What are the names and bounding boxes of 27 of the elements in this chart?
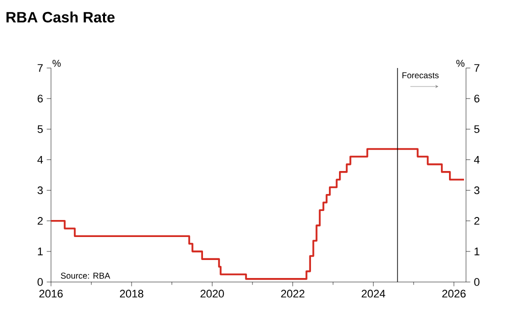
y2-tick-label: 3	[474, 186, 480, 194]
y2-tick-label: 0	[474, 278, 480, 286]
annotation: Forecasts	[402, 72, 439, 78]
x-tick-label: 2016	[39, 290, 63, 298]
y-tick-label: 3	[38, 186, 43, 194]
y2-axis-title: %	[456, 60, 464, 67]
x-tick-label: 2026	[442, 290, 466, 298]
y-tick-label: 1	[38, 248, 43, 256]
x-tick-label: 2020	[200, 290, 224, 298]
y-tick-label: 6	[38, 94, 43, 102]
x-tick-label: 2022	[281, 290, 304, 298]
annotation: Source: RBA	[60, 272, 110, 279]
y-tick-label: 0	[38, 278, 43, 286]
y-tick-label: 7	[38, 64, 43, 72]
y-tick-label: 4	[37, 156, 43, 164]
x-tick-label: 2024	[362, 290, 386, 298]
y2-tick-label: 2	[474, 217, 480, 225]
y-axis-title: %	[52, 60, 61, 67]
y2-tick-label: 7	[474, 64, 480, 72]
y2-tick-label: 6	[474, 94, 480, 102]
y-tick-label: 5	[38, 125, 43, 133]
x-tick-label: 2018	[120, 290, 144, 298]
y2-tick-label: 5	[474, 125, 480, 133]
chart-title: RBA Cash Rate	[6, 12, 115, 22]
y2-tick-label: 4	[474, 156, 480, 164]
y2-tick-label: 1	[474, 248, 480, 256]
y-tick-label: 2	[38, 217, 43, 225]
